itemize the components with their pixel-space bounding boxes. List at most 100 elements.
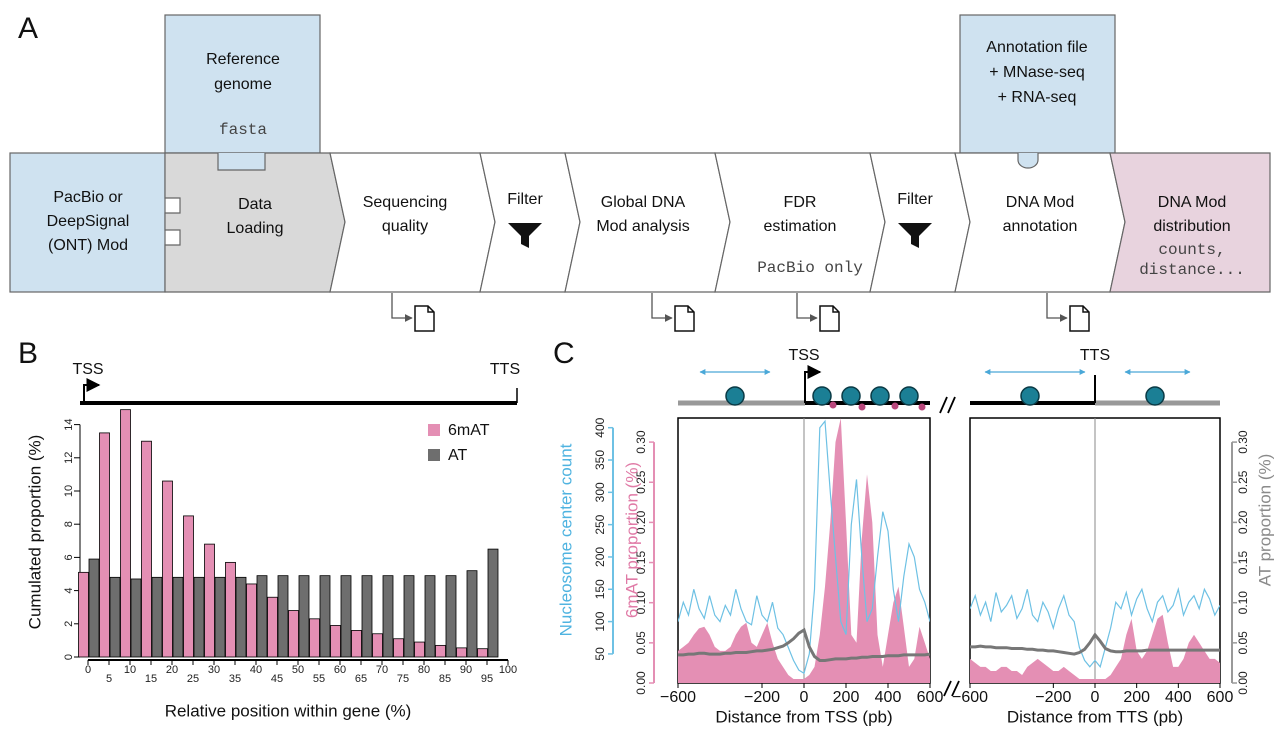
x-tick-label: 40 — [250, 664, 262, 676]
bar — [424, 575, 436, 658]
step-label: distribution — [1153, 218, 1230, 235]
step-box — [1109, 152, 1271, 293]
step-label: Filter — [507, 191, 543, 208]
bar — [351, 630, 362, 658]
gene-schematic — [678, 365, 1220, 697]
x-tick-label: 20 — [166, 664, 178, 676]
annotation: TTS — [490, 361, 520, 378]
bar — [456, 647, 467, 658]
x-tick-label: 15 — [145, 673, 157, 685]
x-tick-label: 80 — [418, 664, 430, 676]
x-tick-label: 5 — [106, 673, 112, 685]
step-label: DNA Mod — [1158, 194, 1226, 211]
bar — [361, 575, 373, 658]
step-label: (ONT) Mod — [48, 237, 128, 254]
y2-axis-tick-label: 0.15 — [1236, 551, 1250, 575]
y-tick-label: 12 — [63, 452, 75, 464]
y3-axis-tick-label: 200 — [593, 547, 607, 567]
area — [970, 614, 1220, 683]
y3-axis-tick-label: 250 — [593, 514, 607, 534]
bar — [288, 610, 299, 658]
bar — [298, 575, 310, 658]
y-axis-tick-label: 0.10 — [634, 591, 648, 615]
y-tick-label: 0 — [63, 654, 75, 660]
step-note: PacBio only — [757, 259, 863, 277]
x-tick-label: −600 — [952, 689, 988, 706]
y2-axis-title: AT proportion (%) — [1255, 454, 1274, 587]
bar — [193, 576, 205, 658]
panel-label: A — [18, 12, 38, 45]
input-box — [164, 14, 321, 154]
x-tick-label: 95 — [481, 673, 493, 685]
y-axis-tick-label: 0.15 — [634, 551, 648, 575]
x-tick-label: 30 — [208, 664, 220, 676]
x-tick-label: 600 — [1207, 689, 1234, 706]
x-tick-label: 85 — [439, 673, 451, 685]
bar — [382, 575, 394, 658]
gene-schematic — [80, 378, 518, 405]
y-axis-tick-label: 0.05 — [634, 631, 648, 655]
input-label: + MNase-seq — [989, 64, 1085, 81]
bar — [183, 515, 194, 658]
bar — [151, 576, 163, 658]
x-tick-label: −200 — [744, 689, 780, 706]
y-tick-label: 6 — [63, 554, 75, 560]
bar — [309, 618, 320, 658]
bar — [403, 575, 415, 658]
x-tick-label: 75 — [397, 673, 409, 685]
bar — [256, 575, 268, 658]
bar — [78, 571, 89, 658]
step-label: Data — [238, 196, 272, 213]
step-label: Loading — [227, 220, 284, 237]
bar — [330, 625, 341, 658]
x-tick-label: 25 — [187, 673, 199, 685]
bar — [319, 575, 331, 658]
output-doc — [674, 305, 695, 332]
step-note: counts, — [1158, 241, 1225, 259]
legend-swatch — [428, 449, 440, 461]
x-tick-label: 600 — [917, 689, 944, 706]
step-label: Filter — [897, 191, 933, 208]
input-label: genome — [214, 76, 272, 93]
x-tick-label: 45 — [271, 673, 283, 685]
y2-axis-tick-label: 0.30 — [1236, 430, 1250, 454]
bar — [487, 548, 499, 658]
bar — [225, 561, 236, 658]
annotation: TTS — [1080, 347, 1110, 364]
bar — [214, 576, 226, 658]
line — [678, 419, 930, 675]
bar — [277, 575, 289, 658]
y-tick-label: 8 — [63, 521, 75, 527]
x-tick-label: 0 — [1091, 689, 1100, 706]
x-tick-label: 90 — [460, 664, 472, 676]
step-box — [9, 152, 166, 293]
bar — [162, 480, 173, 658]
step-box — [479, 152, 581, 293]
annotation: TSS — [72, 361, 103, 378]
connector-tab — [1017, 153, 1039, 169]
y3-axis-title: Nucleosome center count — [556, 443, 575, 636]
x-tick-label: 0 — [85, 664, 91, 676]
output-doc — [1069, 305, 1090, 332]
output-doc — [819, 305, 840, 332]
y3-axis-tick-label: 350 — [593, 450, 607, 470]
legend-label: AT — [448, 447, 467, 464]
bar — [340, 575, 352, 658]
line — [970, 632, 1220, 656]
step-label: FDR — [784, 194, 817, 211]
connector-tab — [217, 153, 266, 171]
bar — [466, 570, 478, 658]
filter-icon — [898, 223, 932, 248]
y2-axis-tick-label: 0.05 — [1236, 631, 1250, 655]
bar — [130, 578, 142, 658]
y-tick-label: 14 — [63, 418, 75, 430]
step-note: distance... — [1139, 261, 1245, 279]
step-label: Global DNA — [601, 194, 686, 211]
output-doc — [414, 305, 435, 332]
x-tick-label: 10 — [124, 664, 136, 676]
bar — [120, 409, 131, 658]
y3-axis-tick-label: 100 — [593, 611, 607, 631]
y-axis-title: Cumulated proportion (%) — [25, 435, 44, 630]
input-label: Reference — [206, 51, 280, 68]
x-tick-label: 200 — [833, 689, 860, 706]
